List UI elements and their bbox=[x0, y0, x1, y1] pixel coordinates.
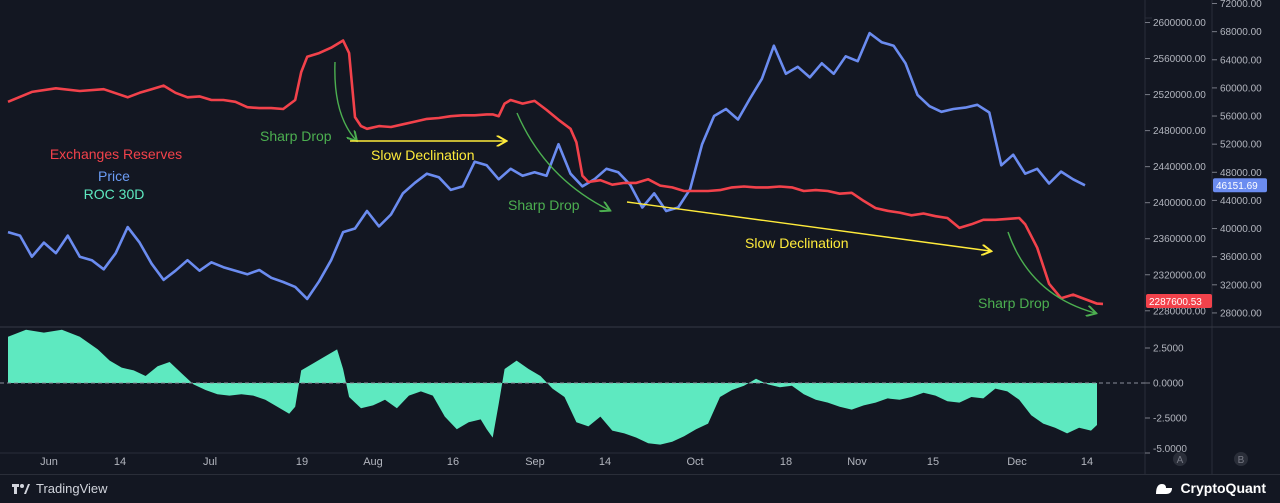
sharp-drop-arrow-3 bbox=[1007, 231, 1095, 313]
right-tick-label: 68000.00 bbox=[1220, 27, 1262, 38]
x-tick-label: 14 bbox=[1081, 456, 1093, 468]
right-tick-label: 72000.00 bbox=[1220, 0, 1262, 10]
slow-declination-label-2: Slow Declination bbox=[745, 235, 849, 251]
x-tick-label: Sep bbox=[525, 456, 545, 468]
right-tick-label: 36000.00 bbox=[1220, 252, 1262, 263]
reserves-last-value-badge: 2287600.53 bbox=[1146, 294, 1212, 308]
right-tick-label: 44000.00 bbox=[1220, 196, 1262, 207]
pane-button-a[interactable]: A bbox=[1173, 452, 1187, 466]
right-tick-label: 52000.00 bbox=[1220, 140, 1262, 151]
left-tick-label: 2280000.00 bbox=[1153, 306, 1206, 317]
slow-declination-arrow-2 bbox=[626, 201, 990, 251]
pane-button-b[interactable]: B bbox=[1234, 452, 1248, 466]
x-tick-label: 19 bbox=[296, 456, 308, 468]
right-tick-label: 28000.00 bbox=[1220, 308, 1262, 319]
reserves-last-value: 2287600.53 bbox=[1149, 297, 1202, 308]
legend-price: Price bbox=[98, 168, 130, 184]
slow-declination-label-1: Slow Declination bbox=[371, 147, 475, 163]
sharp-drop-arrow-2 bbox=[516, 112, 609, 210]
x-tick-label: Oct bbox=[686, 456, 703, 468]
x-tick-label: 18 bbox=[780, 456, 792, 468]
left-axis-ticks: 2600000.00 2560000.00 2520000.00 2480000.00… bbox=[1145, 18, 1206, 317]
roc-tick-label: 2.5000 bbox=[1153, 344, 1184, 355]
price-last-value-badge: 46151.69 bbox=[1213, 178, 1267, 193]
x-tick-label: 15 bbox=[927, 456, 939, 468]
left-tick-label: 2400000.00 bbox=[1153, 198, 1206, 209]
sharp-drop-label-1: Sharp Drop bbox=[260, 128, 332, 144]
roc-tick-label: 0.0000 bbox=[1153, 379, 1184, 390]
time-axis-ticks: Jun 14 Jul 19 Aug 16 Sep 14 Oct 18 Nov 15 Dec 14 bbox=[40, 456, 1093, 468]
x-tick-label: 16 bbox=[447, 456, 459, 468]
legend: Exchanges Reserves Price ROC 30D bbox=[50, 146, 182, 202]
roc-tick-label: -5.0000 bbox=[1153, 444, 1187, 455]
right-tick-label: 40000.00 bbox=[1220, 224, 1262, 235]
right-tick-label: 32000.00 bbox=[1220, 280, 1262, 291]
x-tick-label: Jun bbox=[40, 456, 58, 468]
left-tick-label: 2440000.00 bbox=[1153, 162, 1206, 173]
right-tick-label: 56000.00 bbox=[1220, 112, 1262, 123]
pane-button-a-label: A bbox=[1177, 455, 1184, 466]
pane-button-b-label: B bbox=[1238, 455, 1245, 466]
cryptoquant-logo: CryptoQuant bbox=[1154, 480, 1266, 496]
tradingview-label: TradingView bbox=[36, 481, 108, 496]
sharp-drop-label-3: Sharp Drop bbox=[978, 295, 1050, 311]
price-last-value: 46151.69 bbox=[1216, 181, 1258, 192]
x-tick-label: Nov bbox=[847, 456, 867, 468]
price-line bbox=[7, 31, 1086, 301]
exchange-reserves-line bbox=[7, 39, 1104, 306]
left-tick-label: 2560000.00 bbox=[1153, 54, 1206, 65]
sharp-drop-arrow-1 bbox=[334, 61, 356, 140]
tradingview-logo[interactable]: TradingView bbox=[12, 481, 108, 496]
x-tick-label: Aug bbox=[363, 456, 383, 468]
left-tick-label: 2520000.00 bbox=[1153, 90, 1206, 101]
sharp-drop-label-2: Sharp Drop bbox=[508, 197, 580, 213]
x-tick-label: Jul bbox=[203, 456, 217, 468]
left-tick-label: 2480000.00 bbox=[1153, 126, 1206, 137]
left-tick-label: 2320000.00 bbox=[1153, 270, 1206, 281]
chart-canvas: 2600000.00 2560000.00 2520000.00 2480000.00… bbox=[0, 0, 1280, 474]
tradingview-icon bbox=[12, 483, 30, 494]
right-tick-label: 48000.00 bbox=[1220, 168, 1262, 179]
x-tick-label: 14 bbox=[599, 456, 611, 468]
left-tick-label: 2600000.00 bbox=[1153, 18, 1206, 29]
right-tick-label: 60000.00 bbox=[1220, 83, 1262, 94]
right-tick-label: 64000.00 bbox=[1220, 55, 1262, 66]
x-tick-label: Dec bbox=[1007, 456, 1027, 468]
cryptoquant-label: CryptoQuant bbox=[1180, 480, 1266, 496]
cryptoquant-icon bbox=[1156, 484, 1173, 494]
x-tick-label: 14 bbox=[114, 456, 126, 468]
axis-frame bbox=[0, 0, 1280, 474]
roc-pane bbox=[0, 329, 1145, 445]
roc-axis-ticks: 2.5000 0.0000 -2.5000 -5.0000 bbox=[1145, 344, 1187, 455]
left-tick-label: 2360000.00 bbox=[1153, 234, 1206, 245]
legend-exchanges-reserves: Exchanges Reserves bbox=[50, 146, 182, 162]
footer-bar: TradingView CryptoQuant bbox=[0, 474, 1280, 503]
roc-tick-label: -2.5000 bbox=[1153, 414, 1187, 425]
roc-30d-area bbox=[8, 329, 1097, 445]
right-axis-ticks: 72000.00 68000.00 64000.00 60000.00 56000.00… bbox=[1212, 0, 1262, 319]
legend-roc-30d: ROC 30D bbox=[84, 186, 145, 202]
annotations: Sharp Drop Slow Declination Sharp Drop S… bbox=[260, 61, 1095, 313]
